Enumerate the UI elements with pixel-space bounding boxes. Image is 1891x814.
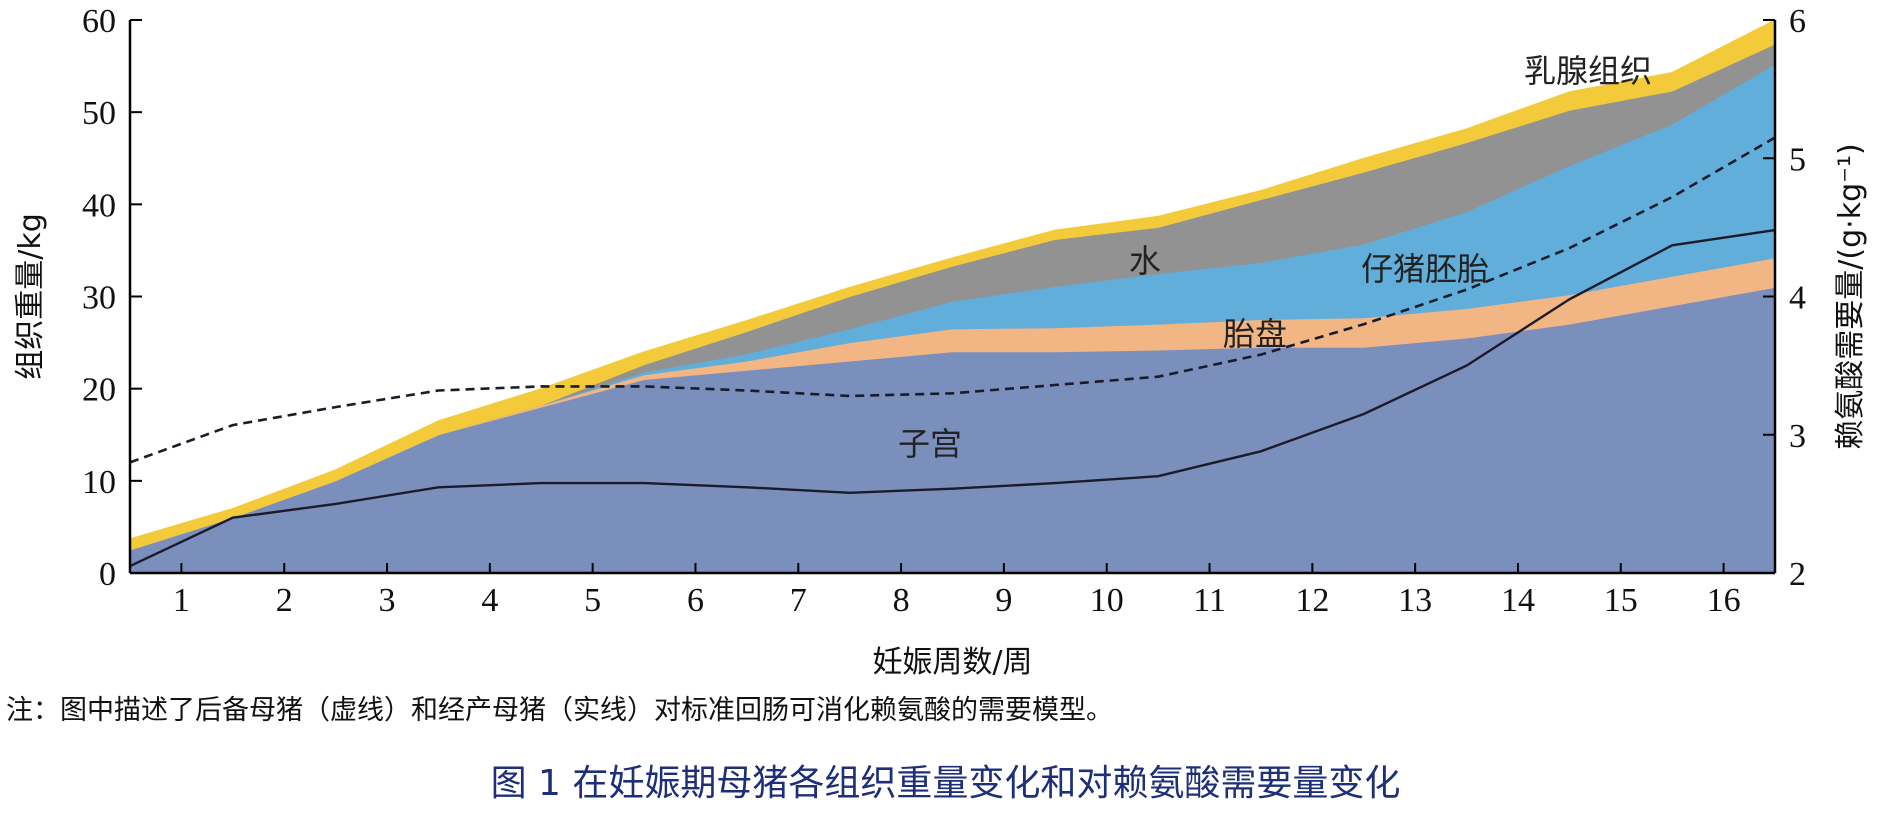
requirement-lines <box>129 136 1776 568</box>
x-axis-title: 妊娠周数/周 <box>872 645 1032 680</box>
x-tick-label: 5 <box>584 582 601 619</box>
x-tick-label: 2 <box>276 582 293 619</box>
x-tick-label: 8 <box>893 582 910 619</box>
x-tick-label: 10 <box>1090 582 1124 619</box>
region-label-0: 子宫 <box>898 425 962 463</box>
left-tick-label: 40 <box>82 187 116 224</box>
x-tick-label: 13 <box>1398 582 1432 619</box>
x-tick-label: 16 <box>1707 582 1741 619</box>
region-label-1: 胎盘 <box>1223 315 1287 353</box>
region-label-3: 水 <box>1129 242 1161 280</box>
region-label-4: 乳腺组织 <box>1524 52 1652 90</box>
x-tick-label: 4 <box>481 582 498 619</box>
left-tick-label: 10 <box>82 464 116 501</box>
x-tick-label: 6 <box>687 582 704 619</box>
right-tick-label: 2 <box>1789 556 1806 593</box>
left-tick-label: 30 <box>82 280 116 317</box>
x-tick-label: 11 <box>1193 582 1226 619</box>
solid-requirement-line <box>129 228 1776 568</box>
x-tick-label: 12 <box>1295 582 1329 619</box>
x-tick-label: 7 <box>790 582 807 619</box>
x-tick-label: 1 <box>173 582 190 619</box>
right-tick-label: 5 <box>1789 141 1806 178</box>
left-tick-label: 50 <box>82 95 116 132</box>
region-labels: 子宫 胎盘 仔猪胚胎 水 乳腺组织 <box>898 52 1652 463</box>
left-tick-label: 60 <box>82 3 116 40</box>
left-tick-label: 0 <box>99 556 116 593</box>
dashed-requirement-line <box>129 136 1776 464</box>
x-tick-label: 14 <box>1501 582 1535 619</box>
right-tick-label: 4 <box>1789 280 1806 317</box>
y-axis-title-right: 赖氨酸需要量/(g·kg⁻¹) <box>1833 143 1868 449</box>
left-tick-label: 20 <box>82 372 116 409</box>
x-tick-label: 3 <box>379 582 396 619</box>
region-label-2: 仔猪胚胎 <box>1361 250 1489 288</box>
stacked-areas <box>129 19 1776 574</box>
x-tick-label: 9 <box>995 582 1012 619</box>
y-axis-title: 组织重量/kg <box>13 213 48 380</box>
figure-caption: 图 1 在妊娠期母猪各组织重量变化和对赖氨酸需要量变化 <box>490 763 1401 804</box>
x-tick-label: 15 <box>1604 582 1638 619</box>
right-tick-label: 6 <box>1789 3 1806 40</box>
chart-note: 注：图中描述了后备母猪（虚线）和经产母猪（实线）对标准回肠可消化赖氨酸的需要模型… <box>6 695 1113 726</box>
right-tick-label: 3 <box>1789 418 1806 455</box>
